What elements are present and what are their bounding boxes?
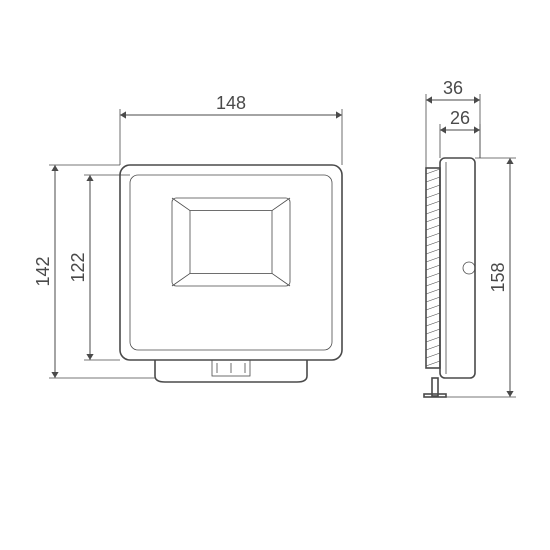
dim-front-height-inner-label: 122 <box>68 252 88 282</box>
dim-side-height-label: 158 <box>488 262 508 292</box>
side-knob <box>463 262 475 274</box>
dim-front-width-label: 148 <box>216 93 246 113</box>
dim-side-depth-body-label: 26 <box>450 108 470 128</box>
front-window-inner <box>190 211 272 274</box>
side-body <box>440 158 475 378</box>
dim-front-height-outer-label: 142 <box>33 256 53 286</box>
dim-side-depth-total-label: 36 <box>443 78 463 98</box>
front-outer-housing <box>120 165 342 360</box>
front-bezel <box>130 175 332 350</box>
